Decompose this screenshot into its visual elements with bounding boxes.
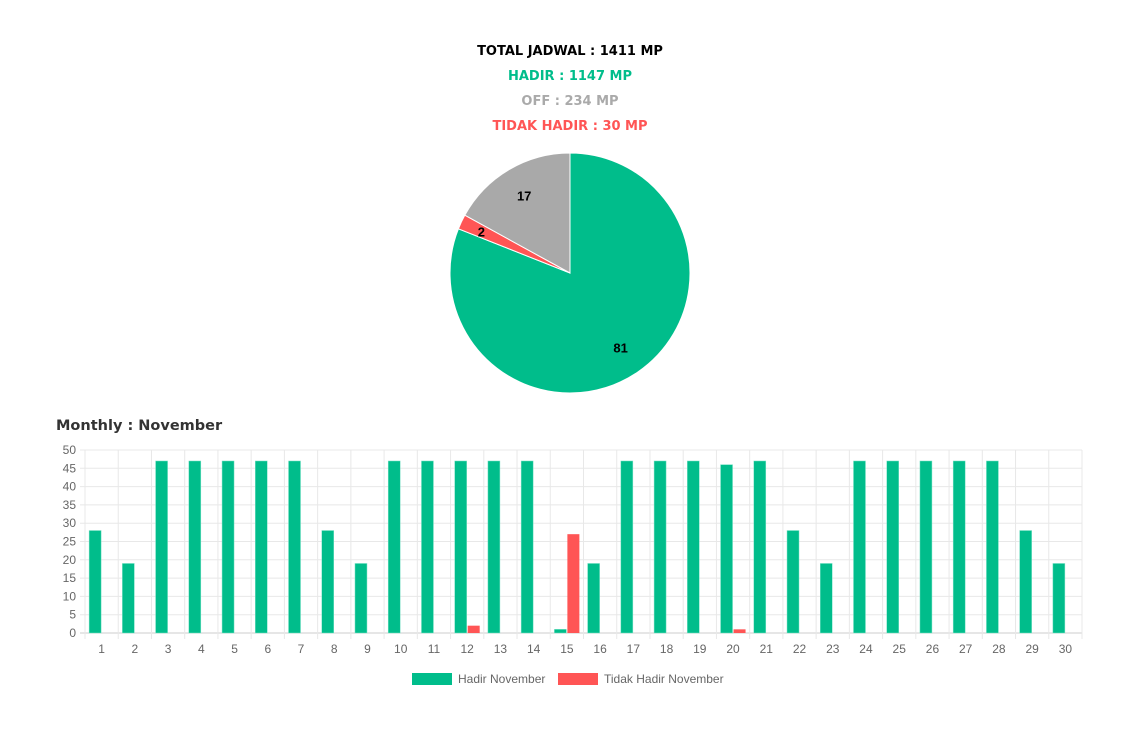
pie-label: 81: [613, 340, 627, 355]
pie-slice-hadir[interactable]: [449, 152, 691, 394]
tidak-hadir-total: TIDAK HADIR : 30 MP: [492, 119, 648, 134]
x-tick-label: 6: [264, 642, 271, 656]
x-tick-label: 4: [198, 642, 205, 656]
bar-hadir-8[interactable]: [321, 530, 334, 634]
bar-hadir-30[interactable]: [1052, 563, 1066, 634]
bar-hadir-27[interactable]: [952, 460, 966, 634]
x-tick-label: 18: [660, 642, 674, 656]
bar-hadir-21[interactable]: [753, 460, 767, 634]
y-tick-label: 45: [63, 461, 77, 475]
y-tick-label: 5: [69, 608, 76, 622]
bar-hadir-7[interactable]: [288, 460, 301, 634]
x-tick-label: 15: [560, 642, 574, 656]
x-tick-label: 29: [1025, 642, 1039, 656]
bar-hadir-5[interactable]: [221, 460, 235, 634]
x-tick-label: 19: [693, 642, 707, 656]
bar-hadir-14[interactable]: [520, 460, 534, 634]
bar-hadir-22[interactable]: [786, 530, 800, 634]
off-total: OFF : 234 MP: [521, 94, 619, 109]
y-tick-label: 20: [63, 553, 77, 567]
bar-hadir-18[interactable]: [653, 460, 667, 634]
total-jadwal: TOTAL JADWAL : 1411 MP: [477, 44, 663, 59]
bar-hadir-16[interactable]: [587, 563, 600, 634]
legend-swatch-1[interactable]: [558, 673, 598, 685]
bar-hadir-15[interactable]: [554, 629, 567, 634]
x-tick-label: 28: [992, 642, 1006, 656]
x-tick-label: 8: [331, 642, 338, 656]
pie-slice-off[interactable]: [464, 152, 571, 274]
x-tick-label: 3: [165, 642, 172, 656]
x-tick-label: 11: [428, 642, 441, 656]
bar-hadir-2[interactable]: [122, 563, 135, 634]
bar-hadir-26[interactable]: [919, 460, 933, 634]
x-tick-label: 9: [364, 642, 371, 656]
bar-hadir-25[interactable]: [886, 460, 899, 634]
x-tick-label: 23: [826, 642, 840, 656]
x-tick-label: 30: [1059, 642, 1073, 656]
bar-hadir-12[interactable]: [454, 460, 467, 634]
pie-label: 2: [478, 224, 485, 239]
x-tick-label: 5: [231, 642, 238, 656]
y-tick-label: 35: [63, 498, 77, 512]
bar-hadir-3[interactable]: [155, 460, 168, 634]
x-tick-label: 20: [726, 642, 740, 656]
x-tick-label: 27: [959, 642, 973, 656]
x-tick-label: 24: [859, 642, 873, 656]
bar-hadir-10[interactable]: [387, 460, 401, 634]
bar-hadir-1[interactable]: [88, 530, 102, 634]
pie-label: 17: [517, 189, 531, 204]
x-tick-label: 2: [132, 642, 139, 656]
y-tick-label: 50: [63, 443, 77, 457]
y-tick-label: 10: [63, 589, 77, 603]
bar-hadir-24[interactable]: [853, 460, 866, 634]
bar-hadir-6[interactable]: [255, 460, 268, 634]
bar-tidak-hadir-20[interactable]: [733, 629, 746, 633]
bar-hadir-20[interactable]: [720, 464, 733, 634]
bar-hadir-4[interactable]: [188, 460, 202, 634]
y-tick-label: 0: [69, 626, 76, 640]
bar-tidak-hadir-15[interactable]: [567, 534, 580, 633]
y-tick-label: 25: [63, 535, 77, 549]
x-tick-label: 7: [298, 642, 305, 656]
bar-hadir-13[interactable]: [487, 460, 501, 634]
bar-hadir-23[interactable]: [820, 563, 833, 634]
x-tick-label: 17: [627, 642, 641, 656]
bar-tidak-hadir-12[interactable]: [467, 625, 480, 633]
x-tick-label: 16: [593, 642, 607, 656]
bar-hadir-29[interactable]: [1019, 530, 1032, 634]
legend-swatch-0[interactable]: [412, 673, 452, 685]
hadir-total: HADIR : 1147 MP: [507, 69, 632, 84]
x-tick-label: 14: [527, 642, 541, 656]
legend-label[interactable]: Hadir November: [458, 672, 545, 686]
x-tick-label: 21: [760, 642, 774, 656]
y-tick-label: 30: [63, 516, 77, 530]
x-tick-label: 12: [461, 642, 475, 656]
x-tick-label: 22: [793, 642, 807, 656]
monthly-title: Monthly : November: [56, 418, 223, 434]
y-tick-label: 15: [63, 571, 77, 585]
bar-hadir-17[interactable]: [620, 460, 634, 634]
bar-hadir-28[interactable]: [986, 460, 999, 634]
x-tick-label: 1: [98, 642, 105, 656]
bar-hadir-19[interactable]: [687, 460, 700, 634]
bar-hadir-11[interactable]: [421, 460, 434, 634]
y-tick-label: 40: [63, 480, 77, 494]
bar-hadir-9[interactable]: [354, 563, 368, 634]
x-tick-label: 13: [494, 642, 508, 656]
x-tick-label: 10: [394, 642, 408, 656]
legend-label[interactable]: Tidak Hadir November: [604, 672, 724, 686]
x-tick-label: 25: [893, 642, 907, 656]
x-tick-label: 26: [926, 642, 940, 656]
